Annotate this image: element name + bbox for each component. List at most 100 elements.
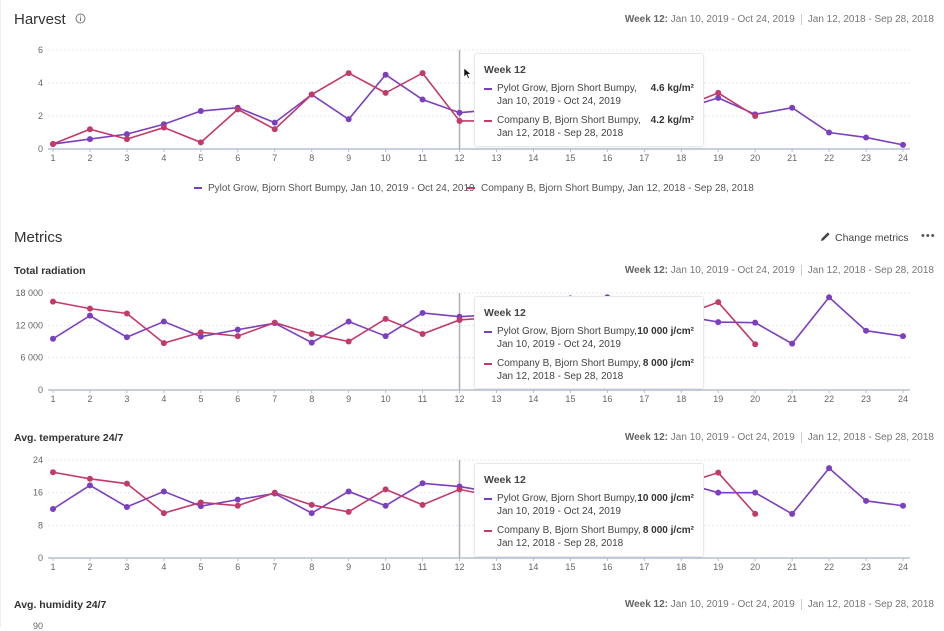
data-point-a (789, 510, 796, 517)
data-point-a (863, 134, 870, 141)
radiation-tooltip: Week 12 Pylot Grow, Bjorn Short Bumpy, Ja… (474, 296, 704, 389)
x-tick-label: 9 (346, 153, 351, 163)
data-point-a (456, 109, 463, 116)
data-point-a (308, 339, 315, 346)
data-point-a (382, 71, 389, 78)
x-tick-label: 22 (824, 153, 834, 163)
data-point-a (900, 141, 906, 148)
x-tick-label: 10 (381, 153, 391, 163)
tooltip-swatch-a (484, 88, 492, 90)
data-point-b (197, 499, 204, 506)
range-b: Jan 12, 2018 - Sep 28, 2018 (807, 265, 934, 277)
range-a: Jan 10, 2019 - Oct 24, 2019 (670, 265, 795, 277)
y-tick-label: 18 000 (15, 288, 43, 298)
data-point-a (86, 136, 93, 143)
data-point-b (86, 305, 93, 312)
range-b: Jan 12, 2018 - Sep 28, 2018 (807, 432, 934, 444)
temperature-tooltip: Week 12 Pylot Grow, Bjorn Short Bumpy, Ja… (474, 463, 704, 557)
harvest-tooltip: Week 12 Pylot Grow, Bjorn Short Bumpy, Ja… (474, 53, 704, 147)
x-tick-label: 2 (87, 394, 92, 404)
range-b: Jan 12, 2018 - Sep 28, 2018 (807, 14, 934, 26)
data-point-a (345, 318, 352, 325)
data-point-a (752, 319, 759, 326)
range-divider (800, 599, 802, 610)
x-tick-label: 6 (235, 562, 240, 572)
x-tick-label: 19 (713, 562, 723, 572)
data-point-b (419, 330, 426, 337)
data-point-a (86, 482, 93, 489)
tooltip-title: Week 12 (484, 307, 526, 319)
x-tick-label: 11 (418, 562, 427, 572)
data-point-a (123, 131, 130, 138)
data-point-b (345, 338, 352, 345)
range-b: Jan 12, 2018 - Sep 28, 2018 (807, 599, 934, 611)
change-metrics-label: Change metrics (835, 232, 909, 244)
x-tick-label: 17 (639, 562, 649, 572)
x-tick-label: 20 (750, 153, 760, 163)
harvest-title-text: Harvest (14, 11, 66, 28)
range-a: Jan 10, 2019 - Oct 24, 2019 (670, 14, 795, 26)
tooltip-swatch-b (484, 363, 492, 365)
tooltip-swatch-b (484, 120, 492, 122)
tooltip-line2: Jan 12, 2018 - Sep 28, 2018 (497, 371, 624, 382)
x-tick-label: 10 (381, 394, 391, 404)
data-point-a (123, 503, 130, 510)
x-tick-label: 4 (161, 394, 166, 404)
x-tick-label: 16 (602, 394, 612, 404)
data-point-b (160, 510, 167, 517)
data-point-a (86, 312, 93, 319)
y-tick-label: 24 (33, 455, 43, 465)
range-week: Week 12: (624, 14, 669, 26)
legend-label-b: Company B, Bjorn Short Bumpy, Jan 12, 20… (481, 183, 754, 194)
tooltip-line2: Jan 12, 2018 - Sep 28, 2018 (497, 538, 624, 549)
data-point-a (345, 116, 352, 123)
data-point-b (715, 299, 722, 306)
x-tick-label: 1 (50, 153, 55, 163)
x-tick-label: 19 (713, 153, 723, 163)
x-tick-label: 20 (750, 394, 760, 404)
data-point-b (308, 91, 315, 98)
legend-item-b[interactable]: Company B, Bjorn Short Bumpy, Jan 12, 20… (467, 183, 754, 194)
x-tick-label: 11 (418, 394, 427, 404)
tooltip-row-a: Pylot Grow, Bjorn Short Bumpy, Jan 10, 20… (484, 82, 694, 108)
y-tick-label: 0 (38, 144, 43, 154)
x-tick-label: 24 (898, 562, 908, 572)
x-tick-label: 4 (161, 562, 166, 572)
x-tick-label: 19 (713, 394, 723, 404)
tooltip-row-b: Company B, Bjorn Short Bumpy, Jan 12, 201… (484, 357, 694, 383)
x-tick-label: 5 (198, 153, 203, 163)
data-point-a (419, 480, 426, 487)
x-tick-label: 5 (198, 394, 203, 404)
y-tick-label: 4 (38, 78, 43, 88)
data-point-b (752, 341, 759, 348)
info-circle-icon[interactable] (75, 13, 86, 24)
data-point-a (345, 488, 352, 495)
range-a: Jan 10, 2019 - Oct 24, 2019 (670, 432, 795, 444)
y-tick-label: 16 (33, 488, 43, 498)
more-horizontal-icon[interactable]: ••• (921, 230, 936, 242)
data-point-b (419, 501, 426, 508)
data-point-a (382, 502, 389, 509)
data-point-a (419, 309, 426, 316)
legend-item-a[interactable]: Pylot Grow, Bjorn Short Bumpy, Jan 10, 2… (194, 183, 475, 194)
x-tick-label: 24 (898, 153, 908, 163)
x-tick-label: 10 (381, 562, 391, 572)
x-tick-label: 1 (50, 394, 55, 404)
y-tick-label: 6 (38, 45, 43, 55)
x-tick-label: 18 (676, 394, 686, 404)
data-point-b (160, 340, 167, 347)
range-week: Week 12: (624, 265, 669, 277)
temperature-title: Avg. temperature 24/7 (14, 432, 124, 444)
humidity-title: Avg. humidity 24/7 (14, 599, 107, 611)
data-point-b (456, 316, 463, 323)
data-point-a (826, 129, 833, 136)
change-metrics-button[interactable]: Change metrics (820, 231, 909, 244)
data-point-a (197, 108, 204, 115)
data-point-a (863, 327, 870, 334)
tooltip-value: 4.6 kg/m² (650, 83, 694, 94)
tooltip-value: 10 000 j/cm² (637, 493, 694, 504)
tooltip-value: 4.2 kg/m² (650, 115, 694, 126)
tooltip-line1: Company B, Bjorn Short Bumpy, (497, 358, 641, 369)
data-point-b (271, 126, 278, 133)
